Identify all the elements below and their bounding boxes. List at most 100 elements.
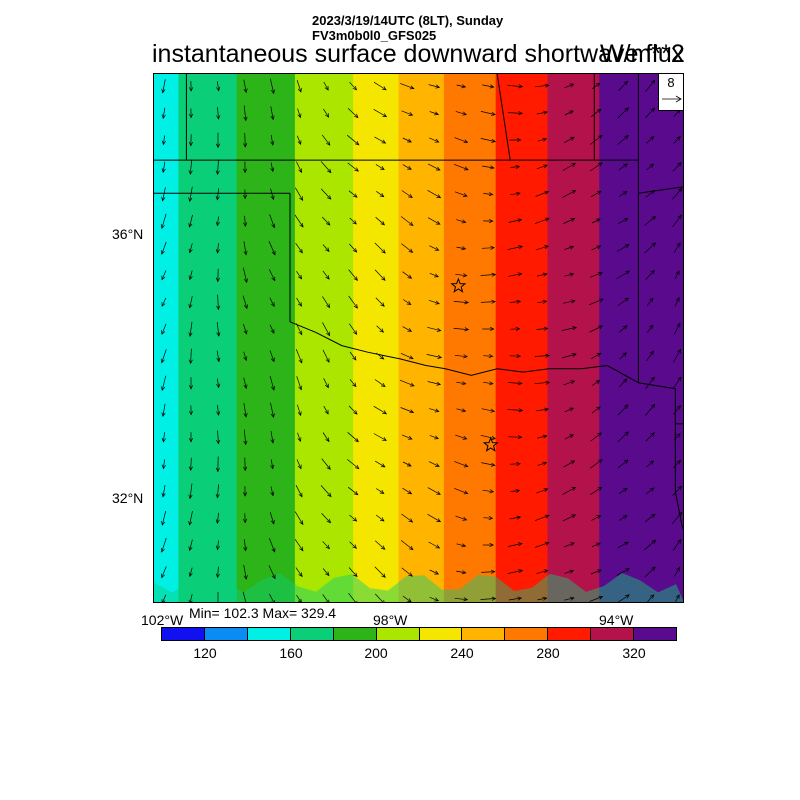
wind-vector [400, 216, 414, 226]
wind-vector [373, 81, 387, 91]
wind-vector [591, 515, 602, 521]
wind-vector [402, 137, 412, 143]
wind-vector [508, 381, 523, 386]
wind-vector [508, 435, 523, 440]
wind-vector [348, 592, 358, 602]
wind-vector [509, 461, 521, 467]
units-label: W/m**2 [600, 40, 685, 68]
wind-vector [269, 350, 275, 363]
wind-vector [242, 486, 248, 497]
wind-vector [402, 461, 412, 467]
wind-vector [321, 134, 331, 146]
wind-vector [591, 352, 602, 360]
wind-vector [242, 189, 248, 200]
wind-vector [269, 593, 275, 602]
wind-vector [646, 594, 655, 602]
wind-vector [509, 191, 521, 196]
wind-vector [561, 353, 577, 359]
wind-vector [454, 137, 469, 144]
wind-vector [403, 299, 412, 305]
wind-vector [427, 217, 441, 225]
wind-vector [161, 566, 167, 579]
wind-vector [188, 511, 193, 526]
wind-vector [401, 434, 413, 440]
wind-vector [647, 324, 654, 334]
wind-vector [243, 403, 248, 418]
wind-vector [374, 593, 385, 602]
wind-vector [536, 488, 549, 494]
wind-vector [401, 243, 414, 253]
wind-vector [215, 132, 221, 149]
wind-vector [322, 594, 330, 602]
wind-vector [483, 381, 494, 386]
wind-vector [243, 79, 248, 94]
wind-vector [590, 432, 602, 442]
colorbar-segment [591, 628, 635, 640]
wind-vector [295, 348, 303, 364]
wind-vector [349, 323, 358, 335]
wind-vector [322, 541, 330, 550]
wind-vector [456, 570, 467, 575]
colorbar [161, 627, 677, 641]
wind-vector [645, 269, 655, 280]
wind-vector [323, 378, 329, 389]
wind-vector [269, 214, 276, 229]
wind-vector [161, 161, 166, 173]
wind-vector [375, 514, 385, 522]
wind-vector [429, 569, 440, 575]
wind-vector [534, 353, 550, 358]
wind-vector [346, 459, 360, 470]
wind-vector [456, 246, 467, 251]
wind-vector [561, 326, 577, 331]
wind-vector [296, 376, 303, 391]
wind-vector [453, 163, 469, 171]
wind-vector [509, 353, 522, 359]
wind-vector [563, 460, 576, 468]
wind-vector [564, 569, 575, 574]
wind-vector [564, 245, 575, 250]
wind-vector [375, 164, 385, 171]
model-line: FV3m0b0l0_GFS025 [312, 28, 437, 43]
wind-vector [188, 321, 193, 338]
wind-vector [294, 511, 304, 526]
wind-vector [188, 80, 194, 92]
wind-vector [646, 297, 654, 306]
wind-vector [242, 267, 248, 284]
wind-vector [564, 272, 575, 277]
wind-vector [296, 404, 302, 417]
wind-vector [295, 485, 303, 498]
wind-vector [188, 457, 193, 471]
wind-vector [672, 348, 682, 363]
wind-vector [270, 106, 275, 121]
wind-vector [429, 137, 440, 143]
texas-louisiana-boundary [674, 423, 683, 531]
wind-vector [427, 189, 442, 199]
wind-vector [270, 431, 275, 444]
wind-vector [428, 541, 441, 549]
wind-vector [483, 218, 494, 224]
lat-label-36n: 36°N [112, 226, 144, 242]
wind-vector [216, 81, 221, 92]
wind-vector [402, 595, 412, 602]
wind-vector [270, 162, 275, 173]
wind-vector [482, 165, 495, 170]
wind-vector [401, 110, 414, 116]
wind-vector [563, 136, 575, 144]
state-boundary [496, 74, 511, 161]
wind-vector [322, 349, 330, 363]
wind-vector [427, 326, 442, 332]
wind-vector [616, 270, 631, 280]
wind-vector [243, 323, 248, 335]
wind-vector [347, 432, 360, 443]
wind-vector [347, 162, 359, 172]
wind-vector [188, 270, 193, 281]
wind-vector [374, 379, 386, 387]
wind-vector [455, 273, 468, 278]
wind-vector [535, 407, 550, 412]
colorbar-segment [162, 628, 205, 640]
wind-vector [243, 457, 248, 472]
wind-vector [482, 84, 495, 89]
wind-vector [349, 351, 357, 361]
wind-vector [508, 272, 523, 277]
wind-vector [673, 566, 681, 577]
